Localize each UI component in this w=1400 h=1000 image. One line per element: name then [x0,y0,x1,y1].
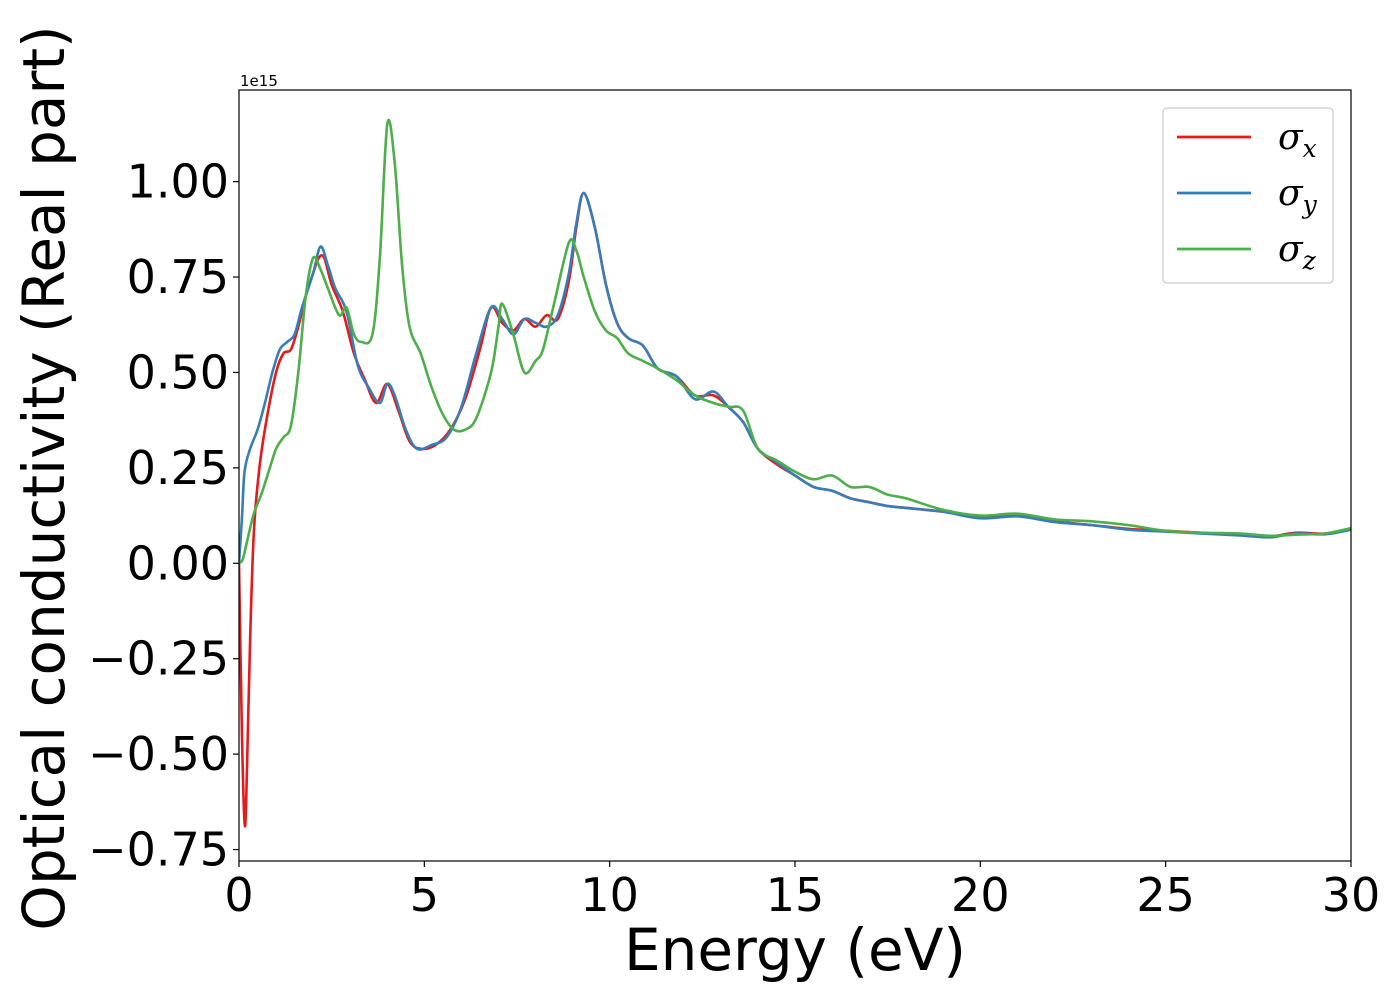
y-tick-label: 1.00 [127,155,229,209]
x-tick-label: 5 [410,868,439,922]
legend-subscript: x [1303,134,1317,163]
plot-area [239,118,1351,828]
series-line-sigma-z [239,118,1351,565]
y-tick-label: −0.50 [88,727,229,781]
axes: 0 5 10 15 20 25 30 −0.75 −0.50 −0.25 0.00 0.25 0.50 0… [88,89,1381,922]
legend-frame [1162,107,1334,284]
x-tick-label: 10 [580,868,639,922]
y-tick-label: 0.50 [127,345,229,399]
x-tick-label: 20 [951,868,1010,922]
x-tick-label: 0 [224,868,253,922]
y-offset-text: 1e15 [240,72,278,90]
y-tick-label: −0.25 [88,632,229,686]
series-line-sigma-y [239,191,1351,565]
y-tick-label: −0.75 [88,823,229,877]
legend-subscript: y [1302,190,1318,219]
x-tick-label: 30 [1322,868,1381,922]
x-tick-label: 15 [766,868,825,922]
y-tick-label: 0.75 [127,250,229,304]
y-tick-label: 0.25 [127,441,229,495]
legend-subscript: z [1302,246,1317,275]
x-tick-label: 25 [1136,868,1195,922]
series-group [239,118,1351,828]
legend-entry-sigma-x: σx [1177,117,1317,163]
y-tick-label: 0.00 [127,536,229,590]
x-axis-label: Energy (eV) [624,916,966,984]
y-axis-label: Optical conductivity (Real part) [10,25,78,930]
